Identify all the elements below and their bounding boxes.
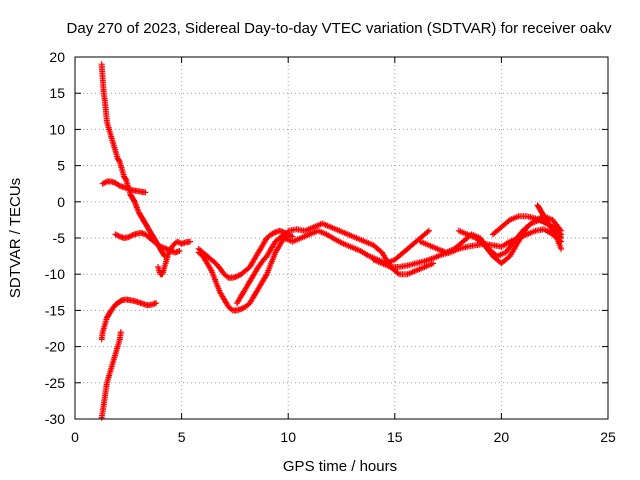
x-tick-label: 20 — [494, 429, 510, 445]
y-tick-label: -20 — [45, 339, 65, 355]
series-marks — [98, 329, 124, 421]
series-track-p — [534, 202, 565, 252]
axis-ticks: 0 5 10 15 20 25 -30 -25 -20 -15 -10 -5 0 5 10 15 20 — [45, 49, 616, 445]
series-marks — [98, 61, 168, 260]
series-marks — [195, 231, 292, 314]
series-marks — [195, 227, 296, 281]
y-tick-label: -10 — [45, 266, 65, 282]
x-tick-label: 15 — [387, 429, 403, 445]
y-tick-label: 20 — [49, 49, 65, 65]
y-tick-label: -15 — [45, 302, 65, 318]
series-track-g-dip — [195, 231, 292, 314]
series-track-b — [99, 178, 149, 196]
series-track-i — [234, 231, 292, 307]
series-marks — [99, 178, 149, 196]
y-tick-label: -5 — [53, 230, 66, 246]
y-tick-label: -25 — [45, 375, 65, 391]
data-points — [98, 61, 565, 421]
y-tick-label: 10 — [49, 121, 65, 137]
y-tick-label: 0 — [57, 194, 65, 210]
series-marks — [155, 238, 194, 278]
x-tick-label: 10 — [280, 429, 296, 445]
grid — [75, 57, 608, 419]
y-tick-label: 5 — [57, 158, 65, 174]
series-track-a-descending — [98, 61, 168, 260]
series-track-k — [285, 220, 437, 278]
series-track-h — [195, 227, 296, 281]
series-track-f — [155, 238, 194, 278]
series-track-d — [98, 296, 160, 343]
plot-frame — [74, 56, 609, 420]
series-track-j — [280, 227, 432, 267]
series-track-c — [112, 229, 183, 256]
series-marks — [280, 227, 432, 267]
x-tick-label: 0 — [71, 429, 79, 445]
x-tick-label: 5 — [178, 429, 186, 445]
series-marks — [98, 296, 160, 343]
x-axis-label: GPS time / hours — [283, 458, 397, 475]
series-marks — [534, 202, 565, 252]
series-marks — [112, 229, 183, 256]
series-track-e-ascending — [98, 329, 124, 421]
y-tick-label: 15 — [49, 85, 65, 101]
series-marks — [234, 231, 292, 307]
y-tick-label: -30 — [45, 411, 65, 427]
x-tick-label: 25 — [600, 429, 616, 445]
chart-title: Day 270 of 2023, Sidereal Day-to-day VTE… — [67, 20, 612, 37]
series-marks — [285, 220, 437, 278]
y-axis-label: SDTVAR / TECUs — [7, 178, 24, 298]
